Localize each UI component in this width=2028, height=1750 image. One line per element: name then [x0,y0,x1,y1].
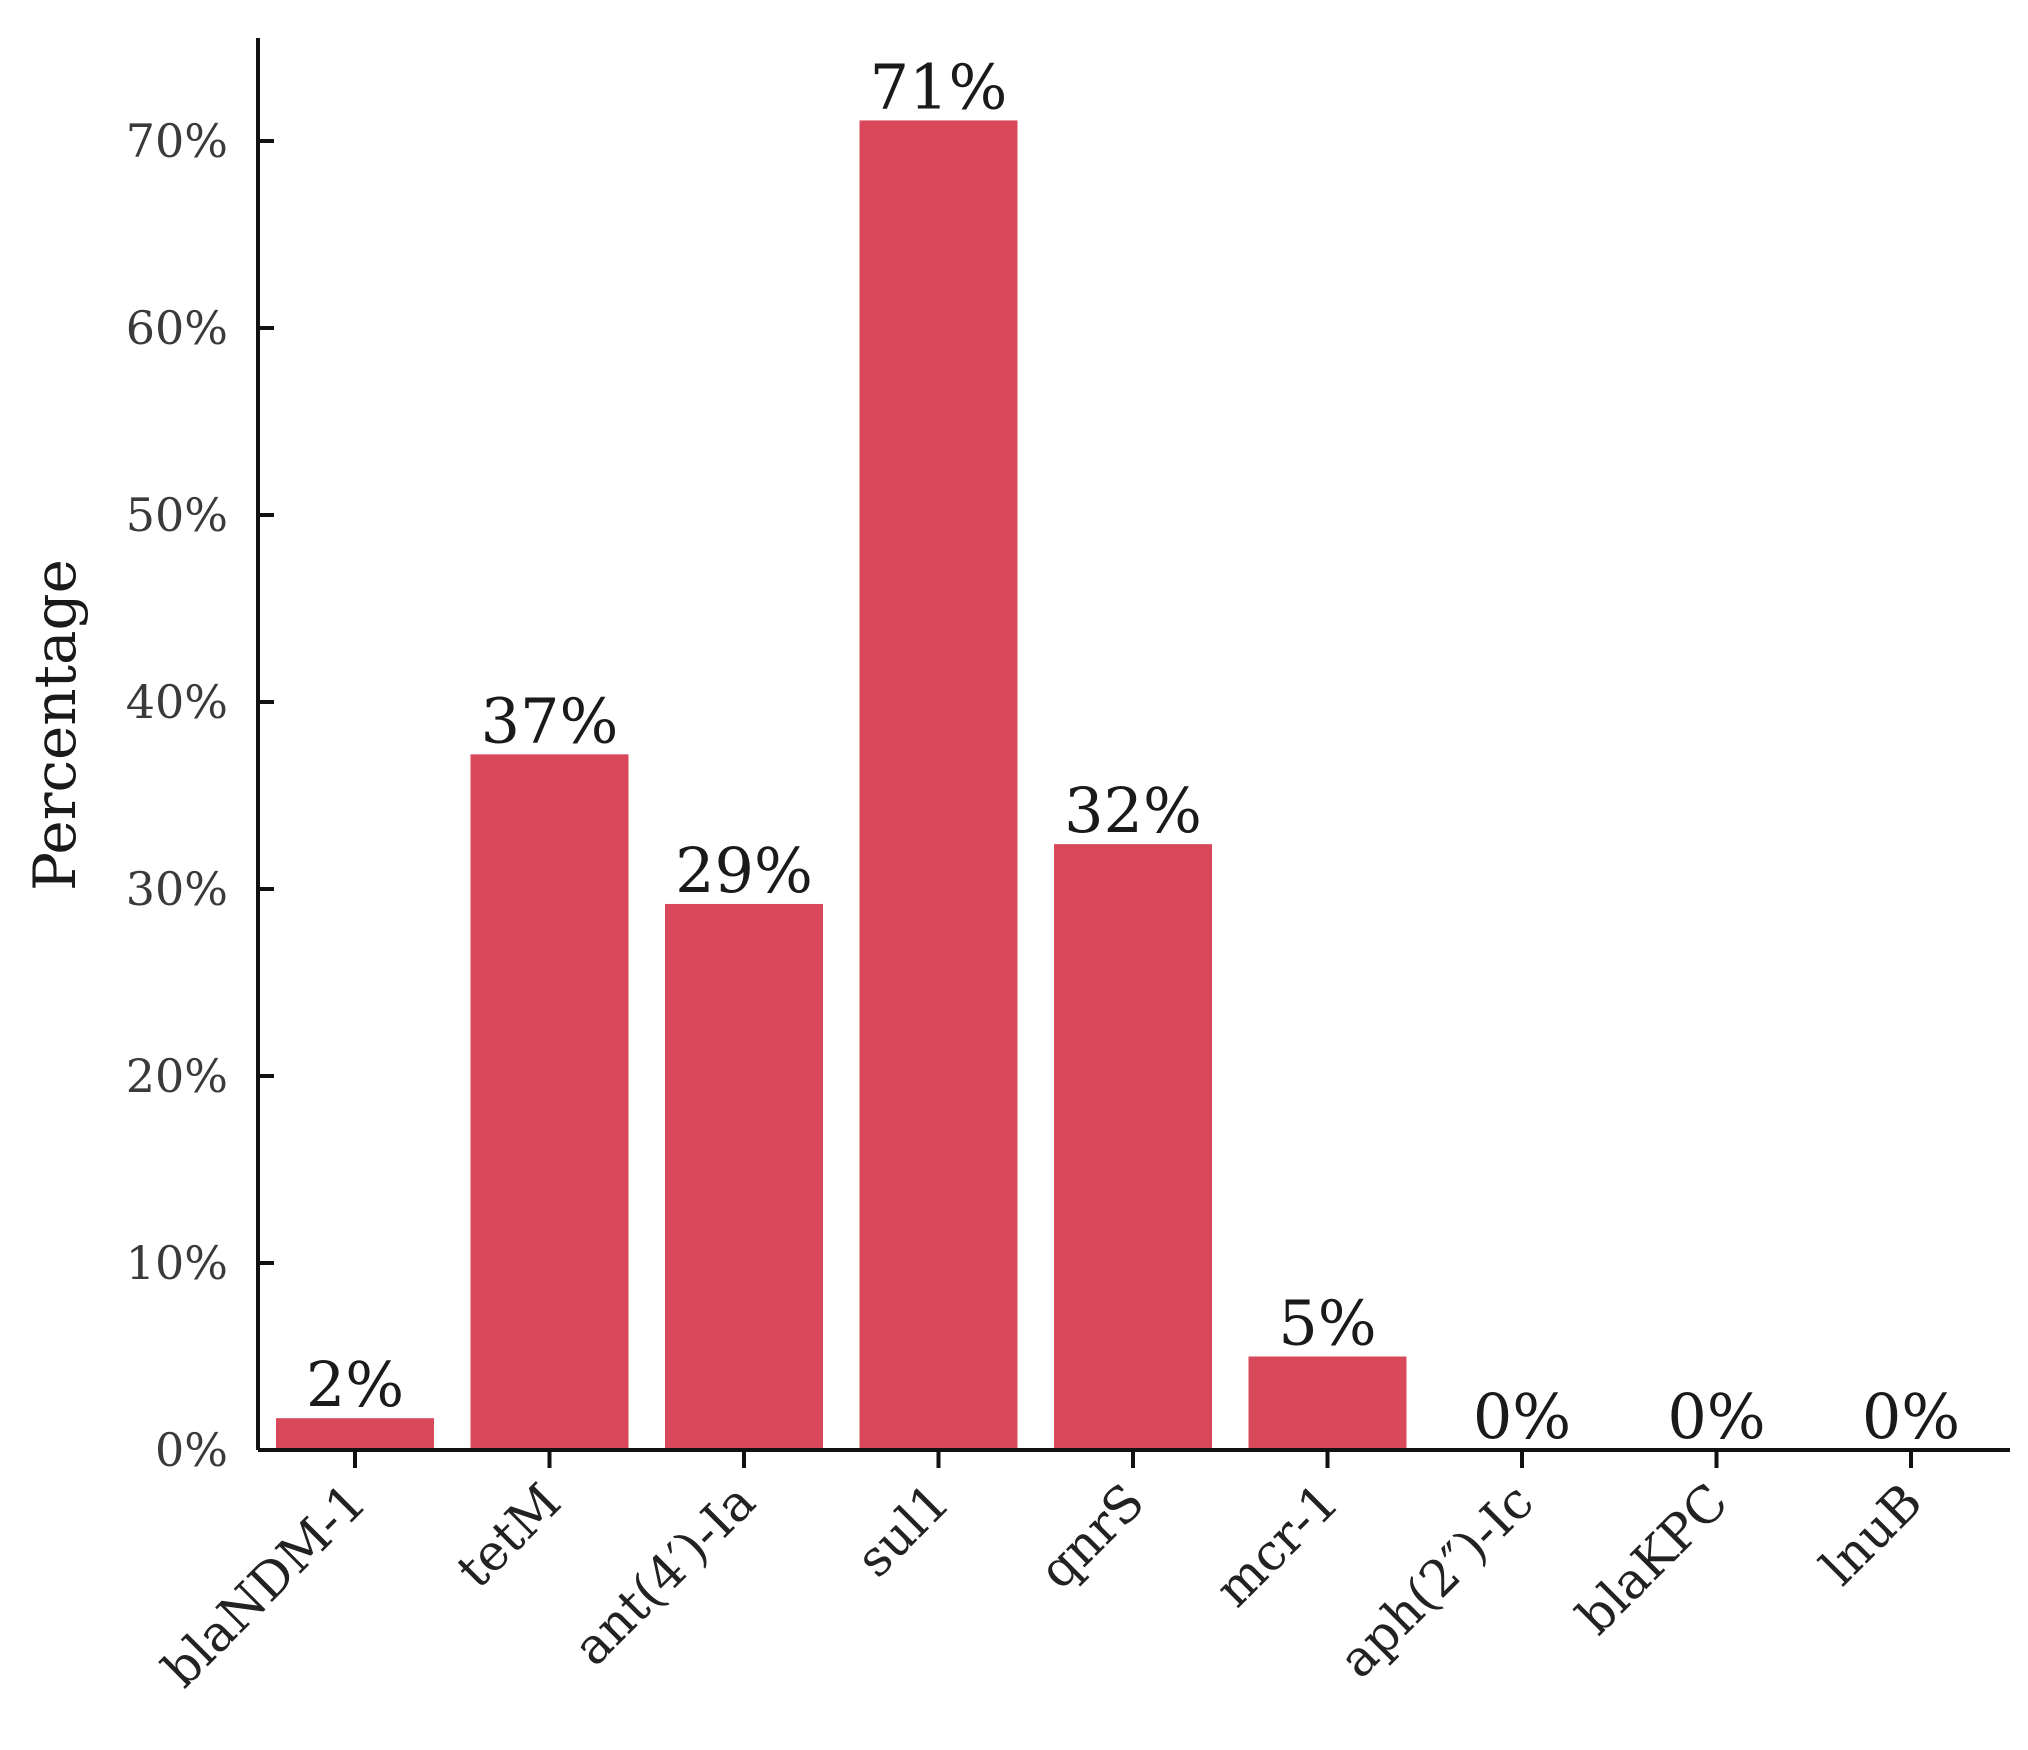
y-tick-label: 30% [126,862,228,916]
bar [1248,1356,1407,1450]
bar [470,754,629,1450]
bar [276,1418,434,1450]
y-tick-label: 60% [126,301,228,355]
x-tick-label: tetM [445,1472,572,1599]
x-tick-label: mcr-1 [1204,1472,1350,1618]
x-tick-label: qnrS [1028,1472,1156,1600]
x-tick-label: blaKPC [1566,1472,1739,1645]
data-label: 0% [1473,1380,1571,1453]
bar [665,903,823,1450]
data-label: 29% [675,834,813,907]
bars-group [276,120,1407,1450]
y-axis-title: Percentage [21,559,89,891]
x-tick-label: blaNDM-1 [152,1472,378,1698]
y-tick-label: 40% [126,675,228,729]
data-labels-group: 2% 37% 29% 71% 32% 5% 0% 0% 0% [306,50,1960,1453]
y-tick-label: 50% [126,488,228,542]
x-tick-label: aph(2″)-Ic [1328,1472,1544,1688]
y-axis-title-group: Percentage [21,559,89,891]
x-tick-label: sul1 [845,1472,961,1588]
y-tick-label: 0% [155,1423,228,1477]
x-tick-label: lnuB [1810,1472,1934,1596]
data-label: 0% [1862,1380,1960,1453]
y-tick-label: 20% [126,1049,228,1103]
y-tick-label: 70% [126,114,228,168]
x-tick-label: ant(4′)-Ia [562,1472,766,1676]
data-label: 2% [306,1348,404,1421]
data-label: 0% [1667,1380,1765,1453]
data-label: 71% [870,50,1008,123]
data-label: 37% [481,684,619,757]
data-label: 5% [1278,1287,1376,1360]
data-label: 32% [1064,774,1202,847]
y-axis: 0% 10% 20% 30% 40% 50% 60% 70% [126,38,274,1477]
y-tick-label: 10% [126,1236,228,1290]
bar [1054,844,1212,1450]
bar [859,120,1018,1450]
